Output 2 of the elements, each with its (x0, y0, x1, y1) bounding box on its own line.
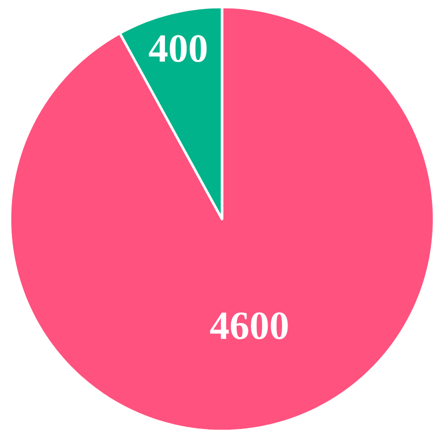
data-label: 400 (148, 35, 207, 62)
data-label: 4600 (210, 312, 288, 340)
